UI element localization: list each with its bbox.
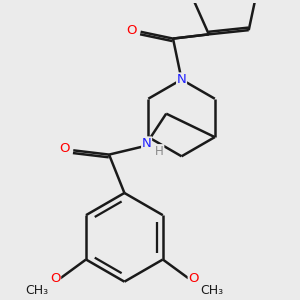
Text: O: O xyxy=(50,272,61,285)
Text: O: O xyxy=(59,142,70,155)
Text: N: N xyxy=(177,73,186,86)
Text: H: H xyxy=(155,145,164,158)
Text: CH₃: CH₃ xyxy=(25,284,48,297)
Text: CH₃: CH₃ xyxy=(201,284,224,297)
Text: O: O xyxy=(188,272,199,285)
Text: O: O xyxy=(126,24,136,37)
Text: N: N xyxy=(142,137,152,150)
